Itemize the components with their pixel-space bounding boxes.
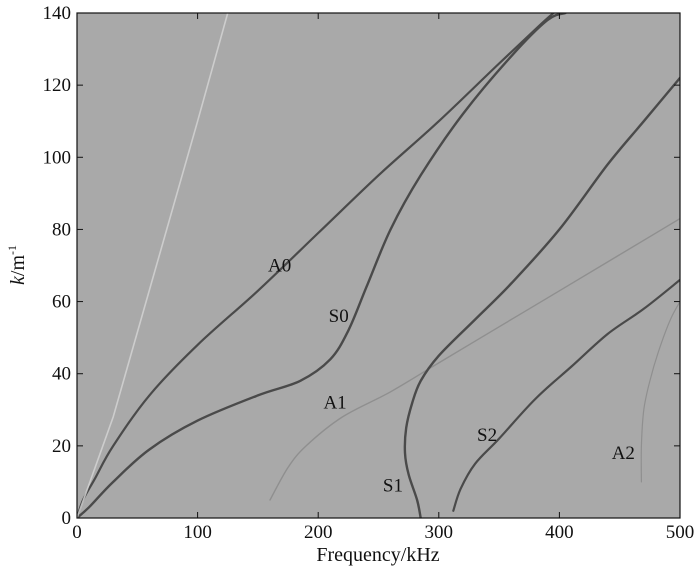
y-tick-label: 60 bbox=[52, 292, 71, 313]
light-artifact-streak bbox=[77, 13, 229, 518]
x-tick-label: 400 bbox=[545, 522, 574, 543]
series-s0-line bbox=[77, 13, 567, 518]
label-s0: S0 bbox=[329, 306, 349, 327]
y-axis-title: k/m-1 bbox=[5, 245, 29, 285]
x-axis-title: Frequency/kHz bbox=[316, 544, 439, 566]
axis-ticks: 0 100 200 300 400 500 0 20 40 60 80 100 120 140 bbox=[43, 3, 695, 543]
mode-labels: A0 S0 A1 S1 S2 A2 bbox=[268, 256, 635, 497]
y-tick-label: 0 bbox=[62, 508, 72, 529]
label-s2: S2 bbox=[477, 425, 497, 446]
y-tick-label: 40 bbox=[52, 364, 71, 385]
curves-group bbox=[77, 13, 680, 518]
label-a2: A2 bbox=[612, 443, 635, 464]
x-tick-label: 500 bbox=[666, 522, 695, 543]
series-s1-line bbox=[403, 76, 680, 518]
label-a0: A0 bbox=[268, 256, 291, 277]
y-tick-label: 80 bbox=[52, 219, 71, 240]
y-tick-label: 20 bbox=[52, 436, 71, 457]
label-s1: S1 bbox=[383, 476, 403, 497]
y-tick-label: 140 bbox=[43, 3, 72, 24]
plot-frame bbox=[76, 12, 681, 519]
plot-background bbox=[77, 13, 680, 518]
x-tick-label: 300 bbox=[425, 522, 454, 543]
y-tick-label: 100 bbox=[43, 147, 72, 168]
x-tick-label: 100 bbox=[183, 522, 212, 543]
x-tick-label: 0 bbox=[72, 522, 82, 543]
series-a0-line bbox=[77, 13, 555, 518]
x-tick-label: 200 bbox=[304, 522, 333, 543]
series-a2-line bbox=[640, 301, 680, 483]
y-tick-label: 120 bbox=[43, 75, 72, 96]
label-a1: A1 bbox=[323, 393, 346, 414]
series-s2-line bbox=[452, 278, 680, 512]
